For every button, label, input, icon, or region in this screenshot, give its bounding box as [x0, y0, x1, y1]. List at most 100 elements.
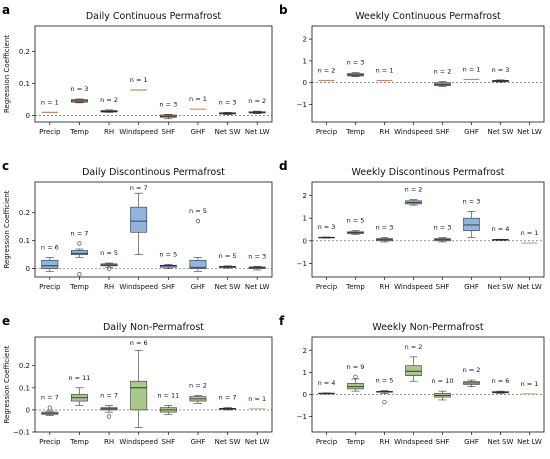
- box-iqr: [347, 383, 364, 390]
- n-label: n = 3: [347, 59, 365, 67]
- y-tick-label: 2: [303, 347, 307, 355]
- box-ghf: n = 2: [189, 382, 207, 404]
- n-label: n = 2: [405, 186, 423, 194]
- x-tick-label: Net SW: [488, 128, 514, 136]
- box-iqr: [159, 264, 177, 268]
- x-tick-label: SHF: [436, 283, 450, 291]
- n-label: n = 6: [492, 377, 510, 385]
- x-tick-label: GHF: [464, 283, 479, 291]
- plot-frame: [311, 336, 545, 433]
- x-tick-label: Net LW: [245, 438, 270, 446]
- box-rh: n = 2: [100, 96, 118, 113]
- n-label: n = 1: [376, 67, 394, 75]
- x-tick-label: Net SW: [215, 128, 241, 136]
- box-ghf: n = 2: [463, 366, 481, 388]
- n-label: n = 9: [347, 363, 365, 371]
- y-tick-label: 2: [303, 36, 307, 44]
- box-rh: n = 3: [376, 224, 393, 243]
- box-net-sw: n = 3: [492, 66, 509, 83]
- x-tick-label: Net LW: [245, 283, 270, 291]
- box-ghf: n = 1: [463, 65, 480, 81]
- panel-letter: c: [2, 159, 9, 173]
- box-net-lw: n = 3: [248, 252, 266, 271]
- y-tick-label: 0: [26, 112, 30, 120]
- x-tick-label: GHF: [191, 438, 206, 446]
- box-iqr: [70, 250, 88, 255]
- n-label: n = 1: [521, 380, 539, 388]
- n-label: n = 3: [248, 252, 266, 260]
- outlier-point: [77, 241, 82, 246]
- box-temp: n = 7: [70, 229, 88, 277]
- x-tick-label: Net SW: [215, 438, 241, 446]
- n-label: n = 11: [157, 391, 179, 399]
- box-temp: n = 3: [71, 85, 88, 104]
- outlier-point: [353, 374, 358, 379]
- n-label: n = 7: [100, 391, 118, 399]
- box-temp: n = 11: [68, 374, 90, 406]
- box-shf: n = 10: [432, 377, 453, 401]
- box-temp: n = 9: [347, 363, 365, 392]
- plot-frame: [34, 336, 273, 433]
- box-shf: n = 3: [434, 224, 451, 243]
- x-tick-label: Precip: [316, 283, 338, 291]
- box-shf: n = 11: [157, 391, 179, 415]
- panel-f: f Weekly Non-Permafrost −1 0 1 2 Precip n = 4 Te…: [279, 314, 545, 446]
- n-label: n = 5: [159, 250, 177, 258]
- box-net-sw: n = 4: [492, 225, 510, 241]
- y-axis-label: Regression Coefficient: [3, 345, 11, 423]
- x-tick-label: Windspeed: [119, 438, 158, 446]
- y-tick-label: −1: [297, 101, 307, 109]
- n-label: n = 2: [248, 97, 266, 105]
- n-label: n = 5: [347, 217, 365, 225]
- n-label: n = 7: [130, 184, 148, 192]
- x-tick-label: Net LW: [517, 283, 542, 291]
- x-tick-label: Net LW: [245, 128, 270, 136]
- y-axis-label: Regression Coefficient: [3, 35, 11, 113]
- y-tick-label: −1: [297, 260, 307, 268]
- x-tick-label: Precip: [316, 128, 338, 136]
- plot-frame: [311, 181, 545, 278]
- x-tick-label: RH: [379, 128, 389, 136]
- n-label: n = 1: [521, 229, 539, 237]
- y-tick-label: −0.1: [13, 429, 30, 437]
- n-label: n = 1: [248, 395, 266, 403]
- x-tick-label: Temp: [345, 438, 365, 446]
- box-net-sw: n = 5: [219, 252, 236, 269]
- n-label: n = 1: [189, 95, 207, 103]
- x-tick-label: Net SW: [488, 283, 514, 291]
- x-tick-label: RH: [379, 438, 389, 446]
- x-tick-label: Net SW: [488, 438, 514, 446]
- outlier-point: [106, 414, 112, 419]
- n-label: n = 6: [130, 339, 148, 347]
- y-axis-label: Regression Coefficient: [3, 190, 11, 268]
- outlier-point: [106, 266, 112, 271]
- x-tick-label: SHF: [436, 438, 450, 446]
- box-net-lw: n = 1: [521, 380, 539, 395]
- y-tick-label: 0: [303, 391, 307, 399]
- n-label: n = 3: [159, 100, 177, 108]
- x-tick-label: Temp: [345, 128, 365, 136]
- x-tick-label: Net LW: [517, 438, 542, 446]
- box-net-sw: n = 6: [492, 377, 510, 394]
- outlier-point: [382, 400, 387, 405]
- box-precip: n = 7: [41, 394, 59, 416]
- plot-frame: [34, 25, 273, 123]
- y-tick-label: 0.1: [19, 80, 30, 88]
- x-tick-label: Windspeed: [394, 283, 433, 291]
- x-tick-label: Temp: [69, 438, 89, 446]
- box-iqr: [130, 380, 148, 411]
- y-tick-label: 0.1: [19, 237, 30, 245]
- panel-e: e Daily Non-Permafrost Regression Coeffici…: [2, 314, 273, 446]
- box-ghf: n = 1: [189, 95, 207, 110]
- n-label: n = 4: [492, 225, 510, 233]
- x-tick-label: GHF: [191, 128, 206, 136]
- box-iqr: [463, 217, 480, 231]
- panel-a: a Daily Continuous Permafrost Regression C…: [2, 3, 273, 136]
- y-tick-label: 0: [26, 265, 30, 273]
- n-label: n = 2: [463, 366, 481, 374]
- x-tick-label: SHF: [436, 128, 450, 136]
- x-tick-label: Temp: [345, 283, 365, 291]
- y-tick-label: 0: [303, 79, 307, 87]
- x-tick-label: Windspeed: [119, 283, 158, 291]
